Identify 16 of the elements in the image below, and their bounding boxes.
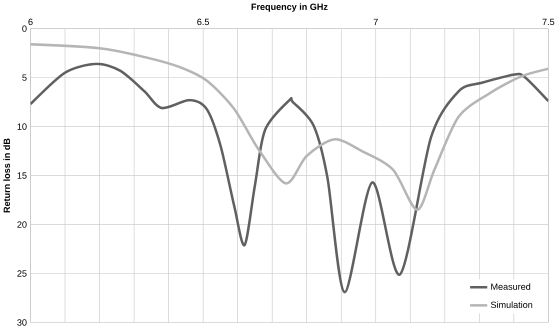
x-tick-label: 6.5 [197, 18, 210, 26]
line-series [30, 62, 548, 294]
legend-label: Measured [491, 283, 530, 290]
y-tick-label: 25 [17, 270, 27, 277]
y-tick-label: 20 [17, 221, 27, 228]
y-tick-label: 15 [18, 172, 27, 179]
x-tick-label: 7 [374, 18, 378, 26]
x-tick-label: 6 [28, 18, 33, 26]
y-tick-label: 10 [18, 123, 27, 130]
y-tick-label: 0 [22, 25, 27, 32]
x-tick-label: 7.5 [542, 18, 554, 26]
y-tick-label: 30 [17, 319, 27, 326]
x-axis-title: Frequency in GHz [252, 3, 328, 12]
y-tick-label: 5 [22, 74, 27, 81]
y-axis-title: Return loss in dB [3, 138, 10, 212]
legend-label: Simulation [490, 301, 532, 308]
